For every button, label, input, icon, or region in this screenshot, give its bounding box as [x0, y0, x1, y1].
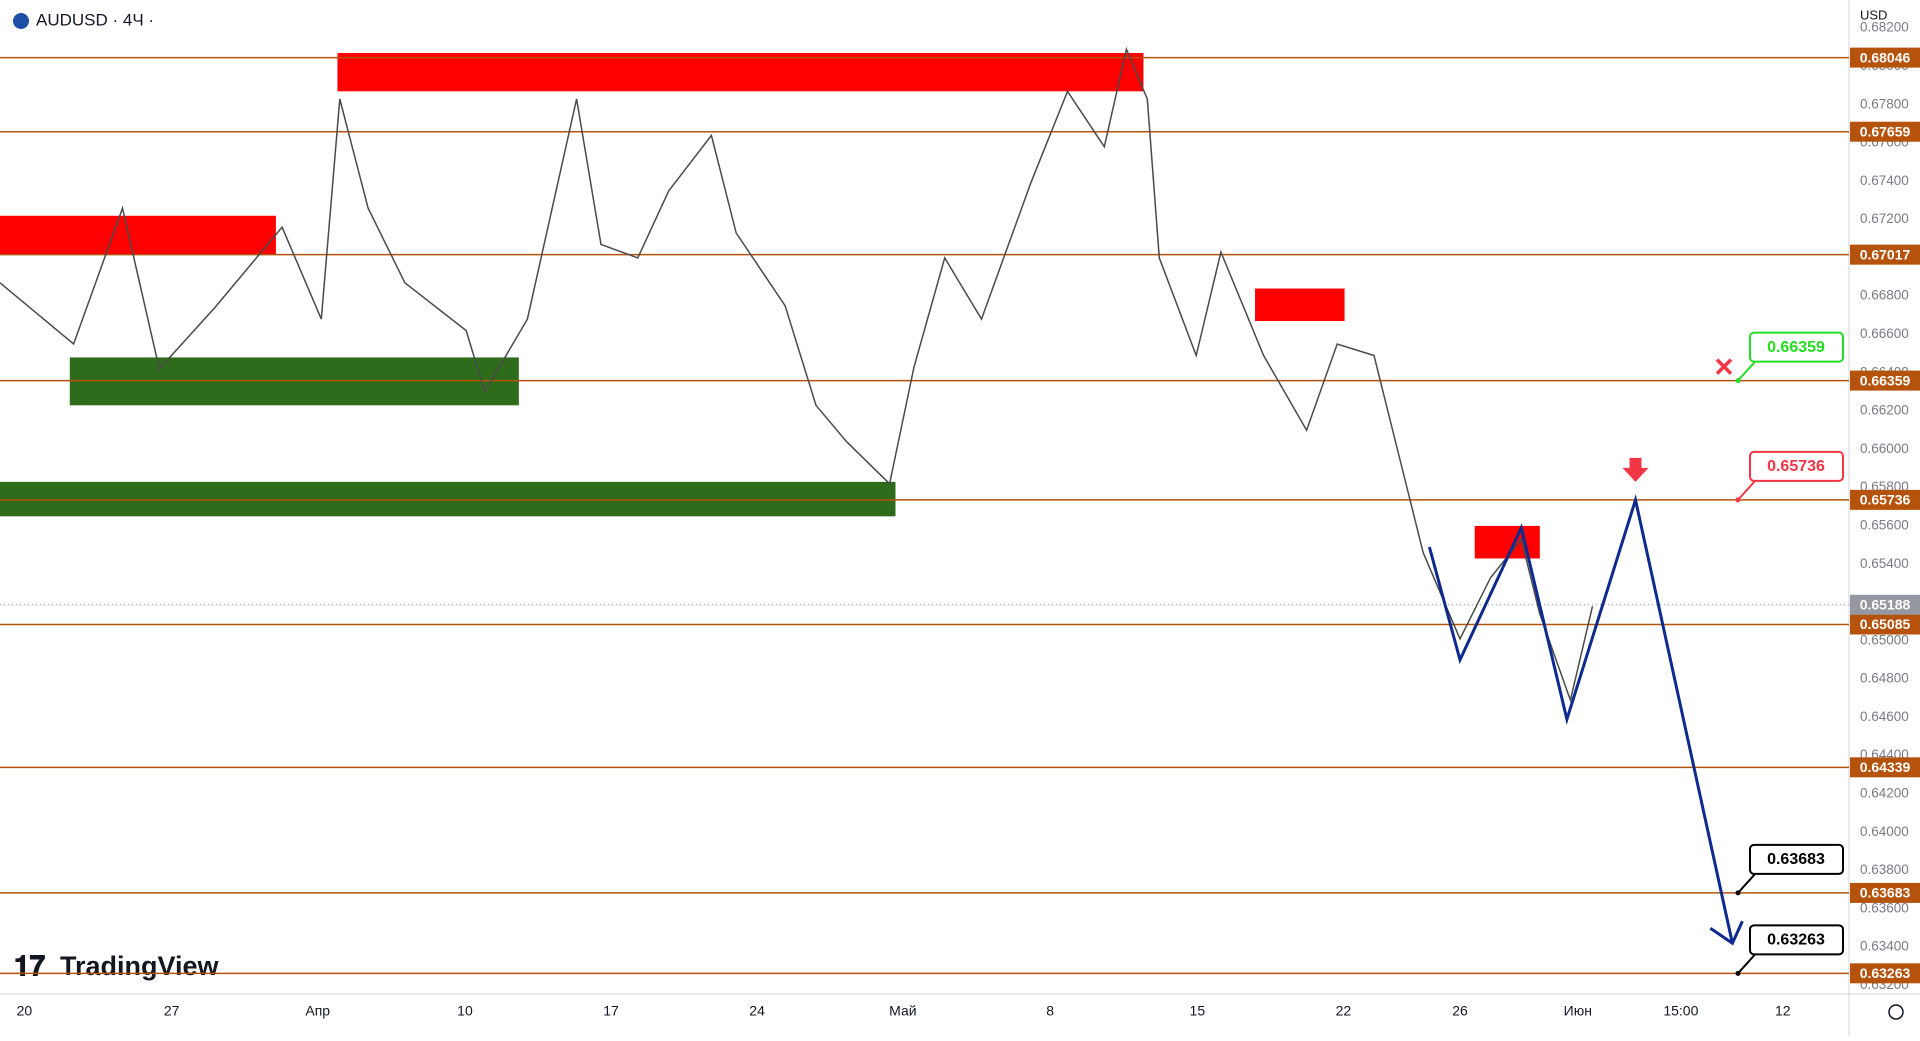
brand-logo: 𝟏𝟕 [14, 950, 46, 981]
y-tick-label: 0.63400 [1860, 939, 1909, 954]
x-tick-label: 15:00 [1663, 1003, 1698, 1019]
y-tick-label: 0.64000 [1860, 824, 1909, 839]
callout-label: 0.66359 [1767, 339, 1825, 356]
level-label-bg [1850, 244, 1920, 265]
x-tick-label: 27 [164, 1003, 180, 1019]
level-label-bg [1850, 489, 1920, 510]
callout-box [1749, 331, 1844, 363]
y-tick-label: 0.64200 [1860, 785, 1909, 800]
y-tick-label: 0.65000 [1860, 632, 1909, 647]
x-tick-label: 26 [1452, 1003, 1468, 1019]
level-label: 0.63683 [1860, 885, 1911, 901]
callout-label: 0.63263 [1767, 932, 1825, 949]
y-tick-label: 0.66200 [1860, 403, 1909, 418]
zone [0, 481, 896, 517]
price-line [0, 46, 1594, 703]
level-label: 0.65736 [1860, 492, 1911, 508]
level-label-bg [1850, 370, 1920, 391]
x-tick-label: Июн [1564, 1003, 1592, 1019]
x-tick-label: 8 [1046, 1003, 1054, 1019]
callout-box [1749, 924, 1844, 956]
level-label-bg [1850, 121, 1920, 142]
level-label-bg [1850, 47, 1920, 68]
symbol-flag [13, 13, 29, 29]
last-price-label: 0.65188 [1860, 596, 1911, 612]
x-tick-label: 20 [17, 1003, 33, 1019]
level-label: 0.66359 [1860, 372, 1911, 388]
y-tick-label: 0.65400 [1860, 556, 1909, 571]
y-tick-label: 0.67200 [1860, 211, 1909, 226]
x-tick-label: 15 [1190, 1003, 1206, 1019]
x-tick-label: 10 [457, 1003, 473, 1019]
y-tick-label: 0.63600 [1860, 900, 1909, 915]
zone [337, 53, 1144, 92]
y-tick-label: 0.66600 [1860, 326, 1909, 341]
cancel-mark [1715, 358, 1733, 375]
level-label: 0.67659 [1860, 123, 1911, 139]
level-label-bg [1850, 757, 1920, 778]
y-tick-label: 0.66000 [1860, 441, 1909, 456]
y-tick-label: 0.64600 [1860, 709, 1909, 724]
x-tick-label: Май [889, 1003, 916, 1019]
zone [0, 215, 276, 255]
y-tick-label: 0.65600 [1860, 517, 1909, 532]
level-label: 0.65085 [1860, 616, 1911, 632]
down-arrow [1622, 457, 1649, 482]
y-tick-label: 0.68200 [1860, 20, 1909, 35]
callout-box [1749, 450, 1844, 482]
arrow-head [1709, 920, 1744, 946]
projection [1427, 494, 1734, 944]
y-tick-label: 0.66800 [1860, 288, 1909, 303]
symbol-title: AUDUSD · 4Ч · [36, 10, 154, 29]
callout-box [1749, 843, 1844, 875]
y-tick-label: 0.63800 [1860, 862, 1909, 877]
level-label: 0.64339 [1860, 759, 1911, 775]
brand: TradingView [60, 951, 220, 981]
settings-icon[interactable] [1888, 1004, 1904, 1020]
callout-label: 0.63683 [1767, 851, 1825, 868]
x-tick-label: 12 [1775, 1003, 1791, 1019]
zone [1255, 288, 1345, 322]
y-tick-label: 0.64800 [1860, 671, 1909, 686]
level-label: 0.63263 [1860, 965, 1911, 981]
y-tick-label: 0.67800 [1860, 96, 1909, 111]
callout-label: 0.65736 [1767, 458, 1825, 475]
currency: USD [1860, 7, 1887, 22]
x-tick-label: 22 [1336, 1003, 1352, 1019]
zone [1474, 525, 1540, 559]
x-tick-label: 24 [749, 1003, 765, 1019]
level-label-bg [1850, 614, 1920, 635]
x-tick-label: Апр [305, 1003, 330, 1019]
level-label: 0.67017 [1860, 246, 1911, 262]
zone [69, 357, 519, 406]
level-label-bg [1850, 882, 1920, 903]
last-price-label-bg [1850, 594, 1920, 615]
y-tick-label: 0.67400 [1860, 173, 1909, 188]
x-tick-label: 17 [603, 1003, 619, 1019]
level-label-bg [1850, 963, 1920, 984]
level-label: 0.68046 [1860, 49, 1911, 65]
